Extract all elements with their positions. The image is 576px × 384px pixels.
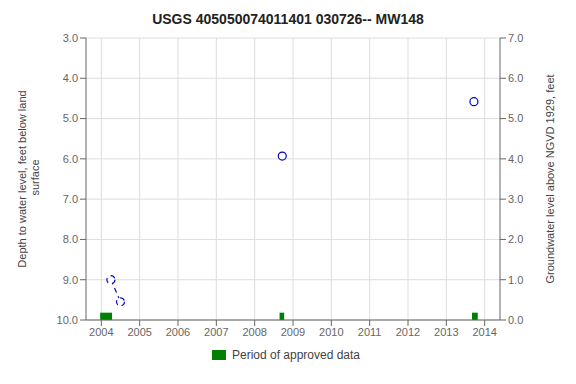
svg-text:2013: 2013 [434, 326, 458, 338]
svg-text:4.0: 4.0 [508, 153, 523, 165]
html-text:USGS 405050074011401 030726--: USGS 405050074011401 030726-- MW148 [152, 11, 424, 27]
svg-text:2010: 2010 [319, 326, 343, 338]
svg-text:1.0: 1.0 [508, 274, 523, 286]
svg-text:2009: 2009 [281, 326, 305, 338]
html-text:Period of approved data: Period of approved data [232, 348, 360, 362]
svg-text:Depth to water level, feet bel: Depth to water level, feet below land su… [16, 90, 41, 267]
svg-text:2005: 2005 [127, 326, 151, 338]
svg-text:4.0: 4.0 [63, 72, 78, 84]
svg-text:6.0: 6.0 [63, 153, 78, 165]
svg-text:7.0: 7.0 [508, 32, 523, 44]
svg-text:8.0: 8.0 [63, 233, 78, 245]
svg-text:2006: 2006 [166, 326, 190, 338]
svg-text:2007: 2007 [204, 326, 228, 338]
svg-text:2011: 2011 [358, 326, 382, 338]
svg-text:0.0: 0.0 [508, 314, 523, 326]
svg-text:5.0: 5.0 [63, 112, 78, 124]
svg-text:3.0: 3.0 [63, 32, 78, 44]
svg-text:2014: 2014 [472, 326, 496, 338]
svg-text:6.0: 6.0 [508, 72, 523, 84]
svg-text:2.0: 2.0 [508, 233, 523, 245]
svg-text:10.0: 10.0 [57, 314, 78, 326]
svg-text:2004: 2004 [89, 326, 113, 338]
svg-text:5.0: 5.0 [508, 112, 523, 124]
svg-text:2008: 2008 [242, 326, 266, 338]
svg-text:3.0: 3.0 [508, 193, 523, 205]
svg-text:Groundwater level above NGVD 1: Groundwater level above NGVD 1929, feet [544, 74, 556, 283]
svg-text:7.0: 7.0 [63, 193, 78, 205]
svg-text:9.0: 9.0 [63, 274, 78, 286]
svg-text:2012: 2012 [396, 326, 420, 338]
